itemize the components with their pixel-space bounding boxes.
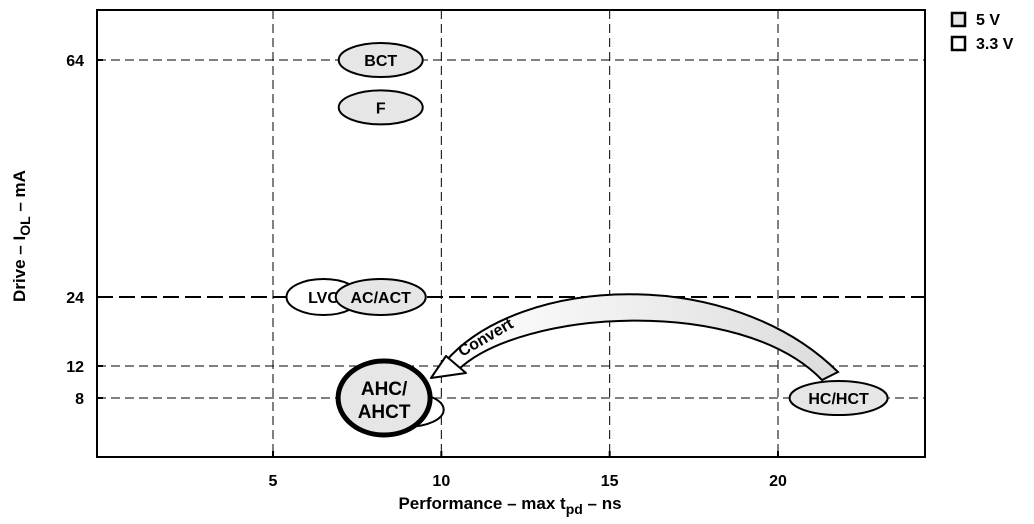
legend-label: 5 V <box>976 12 1000 29</box>
x-axis-title: Performance – max tpd – ns <box>398 494 621 517</box>
grid-lines <box>97 10 925 457</box>
y-axis-title: Drive – IOL – mA <box>10 170 33 302</box>
legend-swatch <box>950 11 967 28</box>
legend-label: 3.3 V <box>976 36 1014 53</box>
family-ac-act: AC/ACT <box>334 278 427 316</box>
axis-ticks: 5 10 15 20 8 12 24 64 <box>66 53 787 490</box>
family-ahc-ahct: AHC/AHCT <box>335 358 433 438</box>
family-bubble <box>335 358 433 438</box>
family-bubble <box>334 278 427 316</box>
family-bubble <box>788 380 889 416</box>
y-tick-label: 64 <box>66 53 84 70</box>
legend-swatch <box>950 35 967 52</box>
convert-arrow: Convert <box>430 293 840 382</box>
x-tick-label: 5 <box>269 473 278 490</box>
y-tick-label: 8 <box>75 391 84 408</box>
x-tick-label: 20 <box>769 473 787 490</box>
family-label: LVC <box>308 290 339 307</box>
y-tick-label: 12 <box>66 359 84 376</box>
family-label: AHC/AHCT <box>358 379 411 423</box>
x-tick-label: 10 <box>432 473 450 490</box>
family-label: HC/HCT <box>808 391 869 408</box>
family-label: AC/ACT <box>351 290 412 307</box>
family-label: F <box>376 100 386 117</box>
family-bubble <box>337 42 424 78</box>
x-tick-label: 15 <box>601 473 619 490</box>
y-tick-label: 24 <box>66 290 84 307</box>
family-f: F <box>337 89 424 126</box>
legend: 5 V 3.3 V <box>950 11 1014 53</box>
family-label: BCT <box>364 53 397 70</box>
family-hc-hct: HC/HCT <box>788 380 889 416</box>
family-bct: BCT <box>337 42 424 78</box>
plot-frame <box>96 9 926 458</box>
family-bubble <box>337 89 424 126</box>
